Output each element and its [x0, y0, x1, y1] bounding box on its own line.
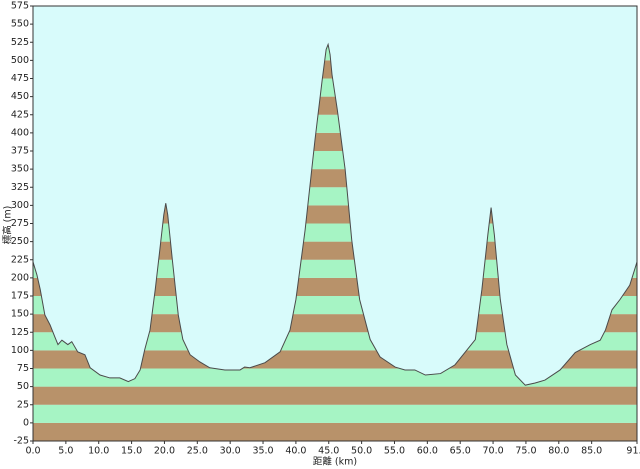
y-tick-label: 250: [11, 236, 29, 247]
y-tick-label: 175: [11, 291, 29, 302]
y-tick-label: 350: [11, 164, 29, 175]
y-tick-label: 475: [11, 73, 29, 84]
y-tick-label: 575: [11, 1, 29, 12]
x-tick-label: 15.0: [121, 446, 142, 457]
x-tick-label: 25.0: [187, 446, 208, 457]
x-tick-label: 65.0: [450, 446, 471, 457]
x-tick-label: 75.0: [515, 446, 536, 457]
x-axis-label: 距離 (km): [313, 456, 357, 468]
y-tick-label: -25: [13, 436, 29, 447]
y-tick-label: 525: [11, 37, 29, 48]
y-tick-label: 75: [17, 363, 29, 374]
y-tick-label: 425: [11, 109, 29, 120]
elevation-band: [33, 404, 637, 423]
y-tick-label: 275: [11, 218, 29, 229]
y-tick-label: 0: [23, 417, 29, 428]
x-tick-label: 45.0: [318, 446, 339, 457]
x-tick-label: 91.9: [626, 446, 640, 457]
x-tick-label: 85.0: [581, 446, 602, 457]
y-tick-label: 100: [11, 345, 29, 356]
y-tick-label: 125: [11, 327, 29, 338]
y-tick-label: 300: [11, 200, 29, 211]
x-tick-label: 60.0: [417, 446, 438, 457]
elevation-line: [32, 42, 638, 386]
x-tick-label: 5.0: [58, 446, 73, 457]
y-tick-label: 200: [11, 272, 29, 283]
x-tick-label: 50.0: [351, 446, 372, 457]
x-tick-label: 40.0: [285, 446, 306, 457]
y-tick-label: 450: [11, 91, 29, 102]
y-tick-label: 400: [11, 127, 29, 138]
elevation-band: [33, 350, 637, 369]
y-tick-label: 375: [11, 146, 29, 157]
x-tick-label: 10.0: [88, 446, 109, 457]
y-tick-label: 500: [11, 55, 29, 66]
x-tick-label: 0.0: [25, 446, 40, 457]
x-tick-label: 55.0: [384, 446, 405, 457]
x-tick-label: 30.0: [220, 446, 241, 457]
y-tick-label: 325: [11, 182, 29, 193]
elevation-band: [33, 386, 637, 405]
elevation-band: [33, 368, 637, 387]
x-tick-label: 35.0: [252, 446, 273, 457]
y-tick-label: 150: [11, 309, 29, 320]
x-tick-label: 20.0: [154, 446, 175, 457]
y-axis-label: 標高 (m): [2, 206, 14, 245]
x-tick-label: 70.0: [482, 446, 503, 457]
y-tick-label: 550: [11, 19, 29, 30]
y-tick-label: 225: [11, 254, 29, 265]
elevation-band: [33, 422, 637, 441]
y-tick-label: 50: [17, 381, 29, 392]
y-tick-label: 25: [17, 399, 29, 410]
x-tick-label: 80.0: [548, 446, 569, 457]
